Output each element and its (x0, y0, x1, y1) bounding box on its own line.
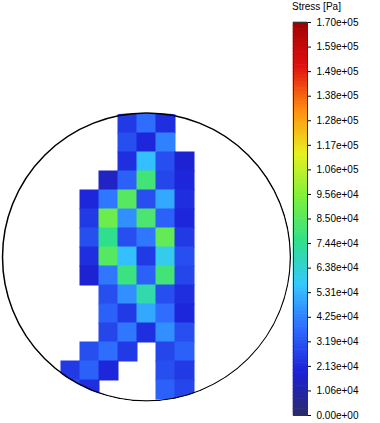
svg-text:4.25e+04: 4.25e+04 (317, 311, 359, 322)
svg-text:9.56e+04: 9.56e+04 (317, 189, 359, 200)
svg-text:1.17e+05: 1.17e+05 (317, 140, 359, 151)
svg-text:1.06e+05: 1.06e+05 (317, 164, 359, 175)
svg-text:1.70e+05: 1.70e+05 (317, 17, 359, 28)
svg-text:2.13e+04: 2.13e+04 (317, 361, 359, 372)
svg-text:1.06e+04: 1.06e+04 (317, 385, 359, 396)
svg-text:1.28e+05: 1.28e+05 (317, 115, 359, 126)
html-text:Stress [Pa]: Stress [Pa] (292, 1, 341, 12)
svg-text:1.49e+05: 1.49e+05 (317, 66, 359, 77)
svg-text:5.31e+04: 5.31e+04 (317, 287, 359, 298)
svg-text:0.00e+00: 0.00e+00 (317, 410, 359, 421)
svg-text:3.19e+04: 3.19e+04 (317, 336, 359, 347)
svg-text:6.38e+04: 6.38e+04 (317, 262, 359, 273)
svg-text:1.59e+05: 1.59e+05 (317, 41, 359, 52)
svg-text:1.38e+05: 1.38e+05 (317, 90, 359, 101)
svg-text:7.44e+04: 7.44e+04 (317, 238, 359, 249)
svg-text:8.50e+04: 8.50e+04 (317, 213, 359, 224)
